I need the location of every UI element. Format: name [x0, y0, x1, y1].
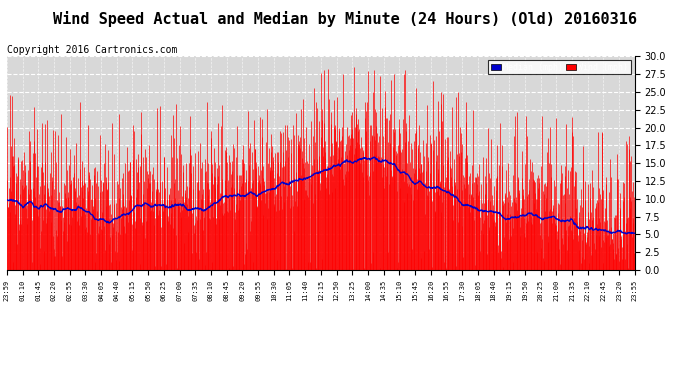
Legend: Median (mph), Wind (mph): Median (mph), Wind (mph)	[488, 60, 631, 74]
Text: Wind Speed Actual and Median by Minute (24 Hours) (Old) 20160316: Wind Speed Actual and Median by Minute (…	[53, 11, 637, 27]
Text: Copyright 2016 Cartronics.com: Copyright 2016 Cartronics.com	[7, 45, 177, 55]
